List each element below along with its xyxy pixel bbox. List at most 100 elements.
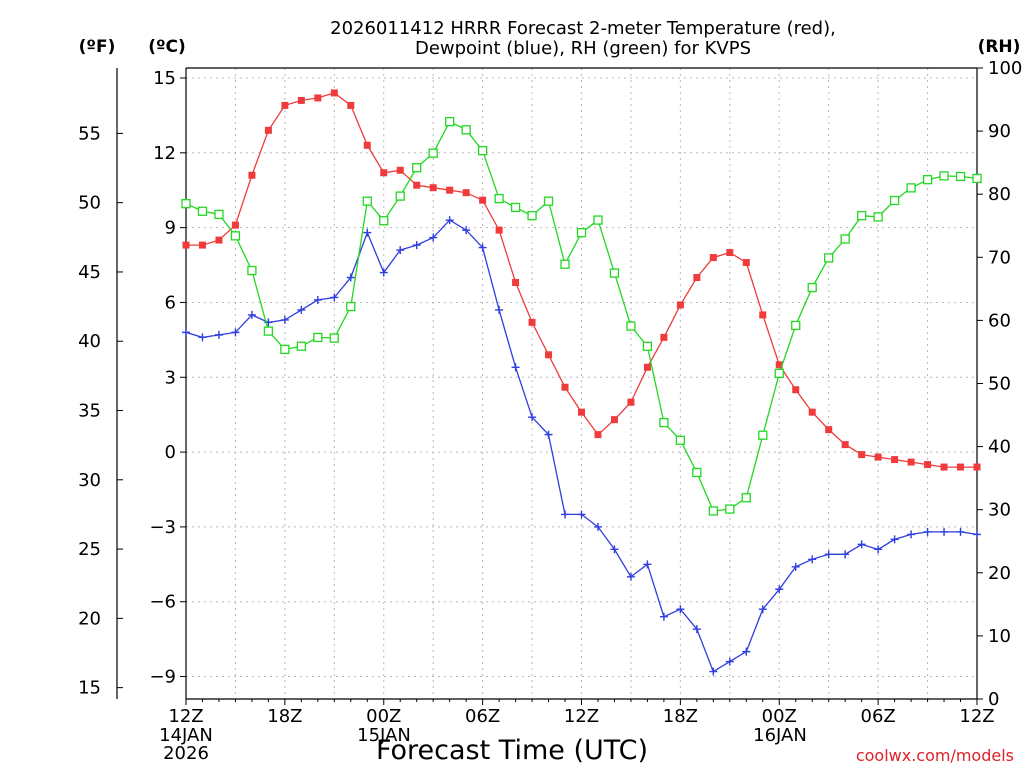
rh-tick-label: 20 [988,563,1011,584]
rh-point [477,146,488,156]
rh-point [840,234,850,244]
temperature-point [907,458,915,466]
rh-point [280,344,290,355]
dewpoint-point [593,522,602,531]
dewpoint-point [758,605,767,614]
rh-point [659,417,669,428]
dewpoint-point [280,315,289,324]
dewpoint-point [445,216,454,225]
rh-point [230,231,241,241]
temperature-point [330,89,338,97]
c-tick-label: 3 [165,367,176,388]
dewpoint-point [940,527,949,536]
rh-point [675,435,686,445]
dewpoint-point [610,545,619,554]
rh-point [593,215,603,225]
dewpoint-point [429,233,438,242]
chart-title-line1: 2026011412 HRRR Forecast 2-meter Tempera… [330,18,836,39]
temperature-point [808,408,816,416]
rh-point [379,216,389,226]
rh-point [263,326,274,336]
dewpoint-point [692,625,701,634]
date-label-14jan: 14JAN [159,725,213,746]
dewpoint-point [659,612,668,621]
c-tick-label: 12 [153,143,176,164]
rh-point [395,191,405,201]
date-label-15jan: 15JAN [357,725,411,746]
rh-tick-label: 40 [988,437,1011,458]
rh-tick-label: 30 [988,500,1011,521]
rh-point [576,228,587,238]
time-tick-label: 00Z [366,706,401,727]
rh-point [461,125,471,135]
rh-point [972,173,982,184]
chart-title-line2: Dewpoint (blue), RH (green) for KVPS [415,38,751,59]
temperature-point [643,363,651,371]
temperature-point [578,408,585,416]
rh-point [494,193,504,204]
rh-point [560,259,570,269]
temperature-point [726,249,734,257]
time-tick-label: 12Z [564,706,599,727]
time-tick-label: 18Z [267,706,302,727]
rh-point [708,506,718,516]
temperature-point [462,189,470,197]
temperature-point [973,463,981,471]
temperature-point [429,184,437,192]
rh-point [362,196,372,206]
temperature-point [380,169,388,177]
dewpoint-point [346,273,355,282]
c-tick-label: −9 [149,667,176,688]
data-series [181,89,982,676]
c-tick-label: 9 [165,218,176,239]
rh-point [889,195,900,206]
temperature-point [874,453,882,461]
axes [116,67,983,705]
f-tick-label: 30 [78,470,101,491]
dewpoint-point [874,545,883,554]
temperature-point [610,416,618,424]
temperature-point [924,461,932,469]
rh-tick-label: 100 [988,58,1022,79]
rh-unit-label: (RH) [978,37,1021,57]
temperature-point [446,186,454,194]
dewpoint-point [890,535,899,544]
c-tick-label: 15 [153,68,176,89]
rh-point [791,320,801,331]
rh-point [939,171,949,181]
rh-tick-label: 10 [988,626,1011,647]
temperature-point [347,101,355,109]
dewpoint-point [297,305,306,314]
rh-point [412,163,422,173]
temperature-point [759,311,767,319]
dewpoint-point [808,555,817,564]
temperature-point [676,301,684,309]
dewpoint-point [182,328,190,337]
f-tick-label: 25 [78,539,101,560]
rh-point [247,265,257,276]
year-label: 2026 [163,743,209,764]
dewpoint-point [709,667,718,676]
rh-point [873,212,883,222]
dewpoint-series [182,216,981,676]
tick-labels: −9 −6 −3 0 3 6 9 12 15 15 20 25 30 35 40 45 50 55 0 10 20 30 4… [78,58,1022,727]
temperature-point [709,254,717,262]
dewpoint-point [923,527,932,536]
dewpoint-point [791,562,800,571]
rh-point [758,430,768,440]
temperature-point [215,236,223,244]
rh-point [642,341,653,351]
rh-point [510,202,521,213]
f-tick-label: 50 [78,193,101,214]
rh-point [329,333,339,343]
dewpoint-point [956,527,965,536]
time-tick-label: 12Z [959,706,994,727]
temperature-point [561,383,569,391]
temperature-point [841,441,849,449]
credit-text: coolwx.com/models [856,746,1014,765]
temperature-series [182,89,981,471]
dewpoint-point [857,540,866,549]
temperature-point [363,141,371,149]
c-tick-label: −6 [149,592,176,613]
dewpoint-point [742,647,751,656]
